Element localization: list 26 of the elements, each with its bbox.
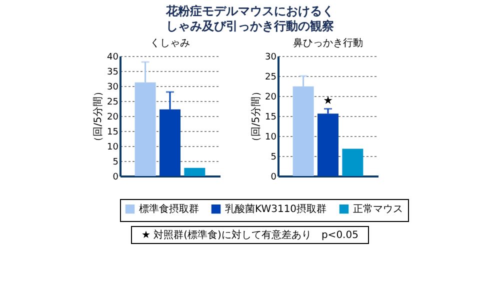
y-tick-label: 0 bbox=[270, 172, 276, 182]
y-tick-label: 25 bbox=[106, 98, 118, 108]
y-tick-label: 30 bbox=[264, 52, 276, 62]
legend-label: 乳酸菌KW3110摂取群 bbox=[224, 203, 326, 216]
y-tick-label: 10 bbox=[264, 132, 276, 142]
y-tick-label: 15 bbox=[264, 112, 276, 122]
y-tick-label: 15 bbox=[106, 128, 118, 138]
data-label: ★ bbox=[322, 94, 333, 107]
text: ★ 対照群(標準食)に対して有意差あり p<0.05 bbox=[130, 226, 370, 244]
y-tick-label: 10 bbox=[106, 142, 118, 152]
y-axis-title: （回/5分間） bbox=[250, 86, 262, 146]
y-tick-label: 40 bbox=[106, 52, 118, 62]
y-tick-label: 20 bbox=[264, 92, 276, 102]
y-tick-label: 5 bbox=[270, 152, 276, 162]
legend-label: 正常マウス bbox=[352, 203, 402, 216]
y-tick-label: 0 bbox=[112, 172, 118, 182]
y-tick-label: 20 bbox=[106, 112, 118, 122]
y-axis-title: （回/5分間） bbox=[92, 86, 104, 146]
text: 花粉症モデルマウスにおけるくしゃみ及び引っかき行動の観察 bbox=[165, 4, 335, 34]
legend-label: 標準食摂取群 bbox=[138, 203, 198, 216]
y-tick-label: 30 bbox=[106, 82, 118, 92]
y-tick-label: 25 bbox=[264, 72, 276, 82]
chart-subtitle: くしゃみ bbox=[150, 38, 190, 49]
chart-subtitle: 鼻ひっかき行動 bbox=[292, 37, 362, 49]
y-tick-label: 35 bbox=[106, 68, 118, 78]
y-tick-label: 5 bbox=[112, 158, 118, 168]
